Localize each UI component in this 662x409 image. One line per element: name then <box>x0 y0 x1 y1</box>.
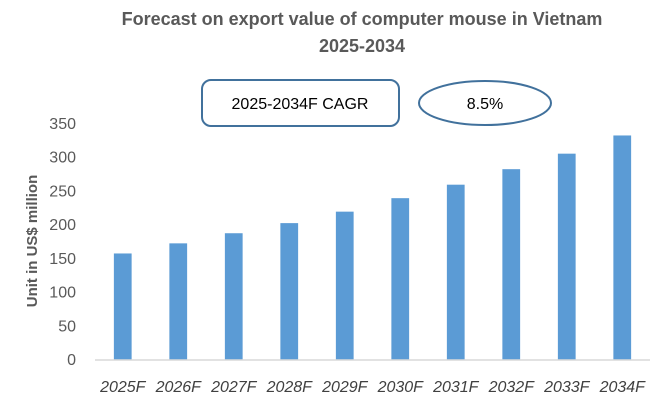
bar-2025F <box>113 253 132 360</box>
y-tick-label: 200 <box>49 217 76 234</box>
y-tick-label: 250 <box>49 183 76 200</box>
x-tick-label: 2031F <box>432 379 480 396</box>
x-tick-label: 2029F <box>321 379 369 396</box>
bar-2032F <box>502 169 521 360</box>
bar-2033F <box>557 153 576 360</box>
cagr-value-ellipse <box>418 80 552 126</box>
y-tick-label: 0 <box>67 352 76 369</box>
bar-2029F <box>335 211 354 360</box>
y-tick-label: 300 <box>49 150 76 167</box>
cagr-annotation: 2025-2034F CAGR 8.5% <box>201 79 552 127</box>
y-tick-label: 100 <box>49 285 76 302</box>
cagr-label-box <box>201 79 400 127</box>
chart-title-line-1: Forecast on export value of computer mou… <box>122 9 603 29</box>
bar-2034F <box>613 135 632 360</box>
bar-2031F <box>446 184 465 360</box>
x-tick-label: 2027F <box>210 379 258 396</box>
y-tick-label: 150 <box>49 251 76 268</box>
x-axis-ticks: 2025F 2026F 2027F 2028F 2029F 2030F 2031F 2032F… <box>99 379 646 396</box>
bar-2030F <box>391 198 410 360</box>
y-axis-label: Unit in US$ million <box>24 175 41 308</box>
y-tick-label: 50 <box>58 318 76 335</box>
bar-2026F <box>169 243 188 360</box>
x-tick-label: 2026F <box>155 379 203 396</box>
bars <box>113 135 632 360</box>
x-tick-label: 2030F <box>377 379 425 396</box>
x-tick-label: 2033F <box>543 379 591 396</box>
bar-2027F <box>224 233 243 360</box>
cagr-label: 2025-2034F CAGR <box>232 96 369 113</box>
x-tick-label: 2025F <box>99 379 147 396</box>
x-tick-label: 2032F <box>488 379 536 396</box>
x-tick-label: 2034F <box>599 379 647 396</box>
y-axis-ticks: 0 50 100 150 200 250 300 350 <box>49 116 76 369</box>
x-tick-label: 2028F <box>266 379 314 396</box>
y-tick-label: 350 <box>49 116 76 133</box>
cagr-value: 8.5% <box>467 96 503 113</box>
bar-2028F <box>280 223 299 360</box>
chart-title-line-2: 2025-2034 <box>319 36 405 56</box>
